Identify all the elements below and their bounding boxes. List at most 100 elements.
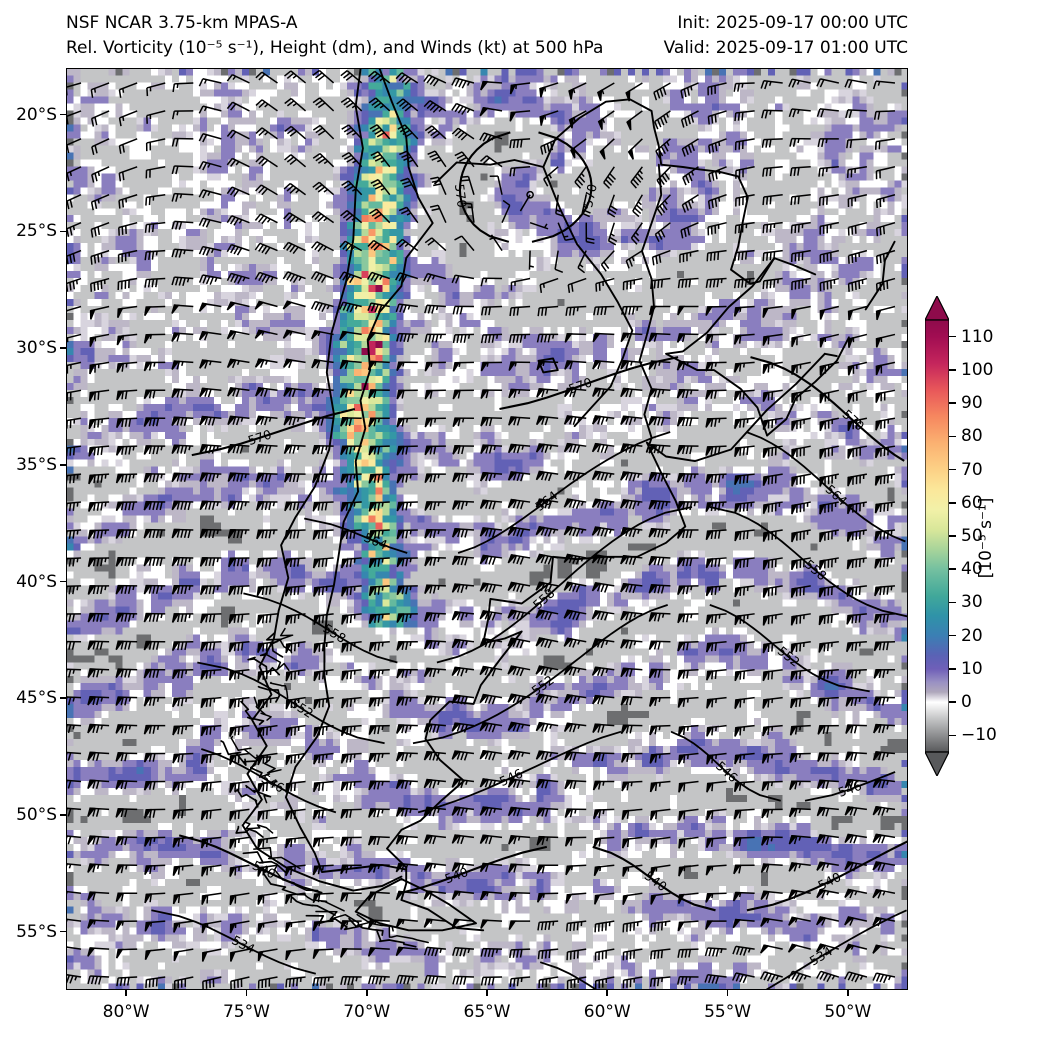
wind-barb	[115, 864, 138, 874]
wind-barb	[368, 97, 391, 112]
wind-barb	[452, 947, 475, 957]
wind-barb	[676, 975, 699, 986]
wind-barb	[816, 779, 839, 790]
wind-barb	[676, 333, 699, 343]
wind-barb	[173, 976, 194, 989]
wind-barb	[226, 243, 250, 256]
wind-barb	[423, 639, 446, 650]
wind-barb	[620, 471, 643, 482]
wind-barb	[819, 305, 840, 320]
wind-barb	[733, 305, 755, 317]
wind-barb	[679, 249, 699, 263]
wind-barb	[198, 330, 222, 341]
wind-barb	[791, 389, 811, 403]
wind-barb	[229, 892, 250, 906]
wind-barb	[451, 274, 475, 284]
colorbar-tick-mark	[949, 601, 956, 604]
wind-barb	[451, 834, 475, 845]
wind-barb	[704, 973, 727, 985]
wind-barb	[311, 416, 334, 427]
wind-barb	[705, 836, 727, 848]
wind-barb	[574, 166, 587, 189]
wind-barb	[594, 976, 615, 989]
wind-barb	[254, 242, 278, 255]
wind-barb	[706, 808, 727, 821]
wind-barb	[143, 445, 166, 455]
wind-barb	[172, 696, 194, 708]
wind-barb	[733, 780, 755, 793]
wind-barb	[760, 890, 783, 900]
wind-barb	[424, 389, 446, 400]
wind-barb	[226, 358, 250, 369]
latitude-tick-label: 30°S	[16, 338, 57, 358]
wind-barb	[451, 778, 475, 789]
wind-barb	[655, 138, 671, 159]
wind-barb	[563, 581, 587, 593]
wind-barb	[67, 277, 82, 292]
wind-barb	[508, 834, 531, 845]
wind-barb	[339, 359, 362, 370]
wind-barb	[563, 470, 587, 482]
colorbar-tick-mark	[949, 701, 956, 703]
wind-barb	[368, 613, 390, 624]
wind-barb	[284, 154, 307, 168]
wind-barb	[340, 920, 362, 930]
wind-barb	[479, 554, 503, 566]
wind-barb	[341, 641, 362, 653]
wind-barb	[563, 553, 587, 565]
wind-barb	[171, 641, 194, 652]
wind-barb	[676, 473, 699, 483]
wind-barb	[257, 808, 278, 821]
wind-barb	[536, 807, 559, 817]
wind-barb	[423, 834, 446, 845]
wind-barb	[791, 277, 811, 291]
wind-barb	[451, 750, 475, 761]
wind-barb	[367, 239, 391, 252]
wind-barb	[705, 417, 727, 428]
wind-barb	[396, 529, 418, 540]
wind-barb	[844, 971, 868, 983]
wind-barb	[312, 97, 335, 112]
wind-barb	[844, 943, 868, 953]
wind-barb	[118, 138, 138, 154]
wind-barb	[198, 245, 222, 256]
wind-barb	[568, 82, 587, 100]
wind-barb	[172, 82, 194, 93]
wind-barb	[368, 501, 390, 512]
wind-barb	[734, 696, 755, 709]
wind-barb	[67, 696, 82, 706]
wind-barb	[649, 752, 671, 764]
wind-barb	[535, 415, 559, 426]
wind-barb	[508, 388, 531, 399]
wind-barb	[312, 473, 334, 484]
wind-barb	[847, 501, 868, 515]
wind-barb	[67, 473, 82, 484]
wind-barb	[257, 696, 278, 710]
colorbar-tick-mark	[949, 634, 956, 637]
wind-barb	[622, 948, 643, 961]
longitude-tick-mark	[847, 990, 849, 996]
wind-barb	[789, 724, 811, 736]
wind-barb	[172, 724, 194, 736]
wind-barb	[452, 417, 474, 428]
wind-barb	[678, 808, 699, 821]
wind-barb	[67, 249, 82, 265]
wind-barb	[285, 668, 306, 682]
wind-barb	[733, 361, 755, 373]
wind-barb	[423, 695, 446, 705]
wind-barb	[648, 388, 671, 398]
wind-barb	[171, 556, 194, 567]
wind-barb	[706, 249, 727, 262]
field-description: Rel. Vorticity (10⁻⁵ s⁻¹), Height (dm), …	[66, 36, 603, 61]
wind-barb	[707, 221, 727, 236]
wind-barb	[172, 668, 194, 680]
longitude-tick-mark	[486, 990, 488, 996]
colorbar-tick-label: 110	[961, 327, 993, 347]
height-contour-label: 570	[246, 427, 273, 449]
wind-barb	[761, 808, 783, 819]
wind-barb	[790, 249, 811, 263]
wind-barb	[734, 557, 755, 570]
wind-barb	[873, 613, 896, 624]
wind-barb	[536, 892, 559, 903]
wind-barb	[706, 752, 727, 765]
